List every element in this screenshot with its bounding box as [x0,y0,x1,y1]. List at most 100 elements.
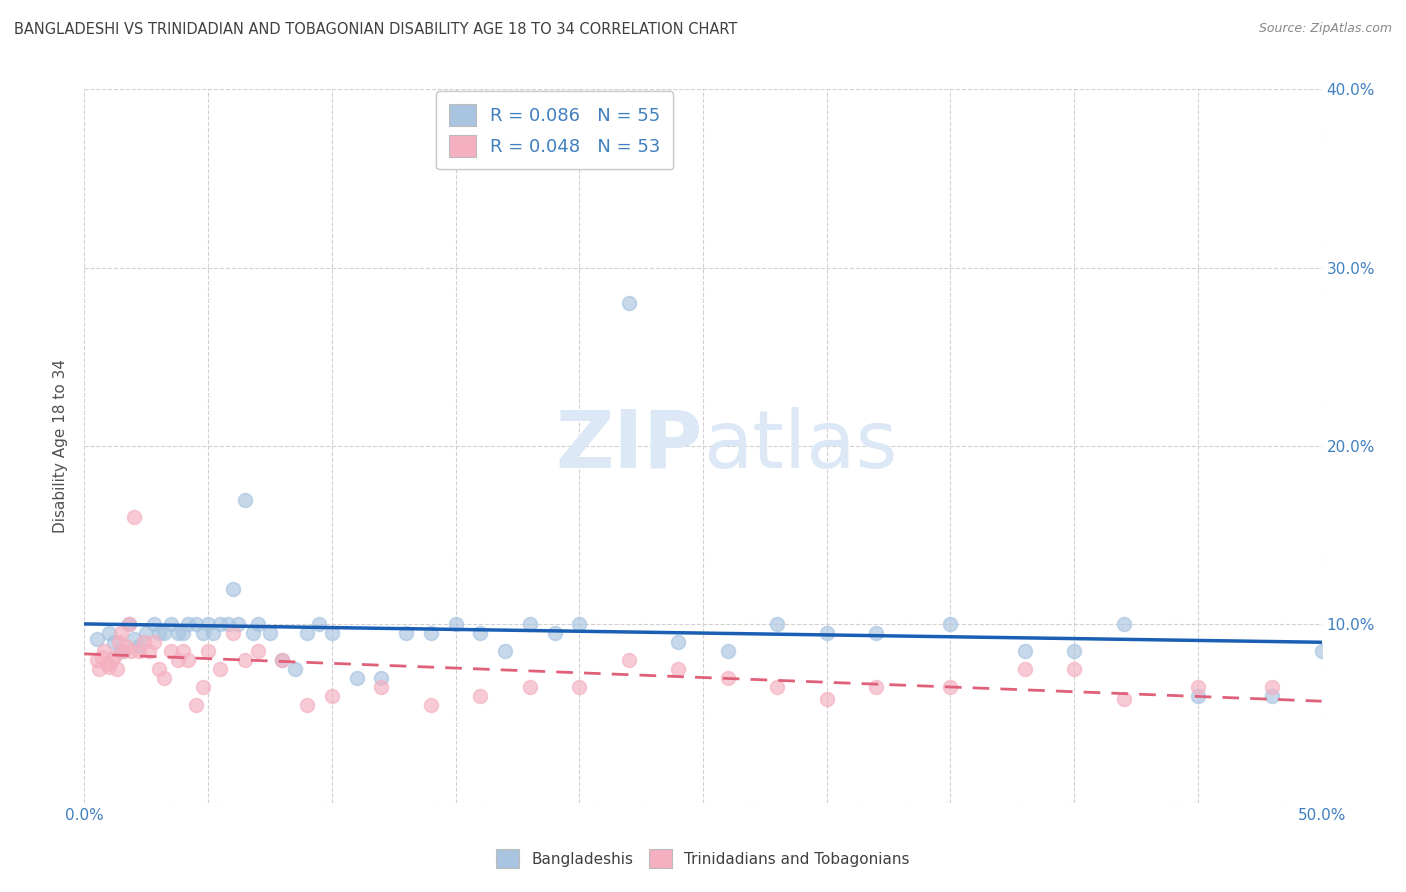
Point [184,617,207,632]
Point [766,617,789,632]
Point [494,644,516,658]
Point [115,639,138,653]
Point [128,639,150,653]
Point [160,617,183,632]
Point [120,644,142,658]
Point [865,680,887,694]
Point [1261,680,1284,694]
Point [815,692,838,706]
Point [1112,692,1135,706]
Point [444,617,467,632]
Point [108,635,131,649]
Point [717,644,740,658]
Point [110,626,132,640]
Point [246,644,269,658]
Point [271,653,294,667]
Point [172,626,194,640]
Text: atlas: atlas [703,407,897,485]
Point [766,680,789,694]
Point [815,626,838,640]
Point [90,649,112,664]
Point [346,671,368,685]
Point [470,689,492,703]
Point [209,662,232,676]
Point [543,626,565,640]
Text: Source: ZipAtlas.com: Source: ZipAtlas.com [1258,22,1392,36]
Point [222,582,245,596]
Point [177,617,200,632]
Point [617,296,640,310]
Point [1261,689,1284,703]
Point [135,626,157,640]
Point [122,510,145,524]
Point [197,644,219,658]
Point [568,680,591,694]
Point [191,680,214,694]
Point [209,617,232,632]
Point [865,626,887,640]
Point [1063,662,1085,676]
Point [138,644,160,658]
Point [98,626,121,640]
Point [172,644,194,658]
Point [122,632,145,646]
Point [148,662,170,676]
Point [259,626,281,640]
Point [226,617,249,632]
Point [167,626,190,640]
Point [112,644,135,658]
Point [370,680,392,694]
Text: ZIP: ZIP [555,407,703,485]
Point [246,617,269,632]
Point [419,626,441,640]
Point [717,671,740,685]
Point [86,653,108,667]
Point [242,626,264,640]
Point [118,617,141,632]
Point [128,644,150,658]
Point [1187,680,1209,694]
Point [568,617,591,632]
Point [184,698,207,712]
Y-axis label: Disability Age 18 to 34: Disability Age 18 to 34 [53,359,69,533]
Point [666,662,689,676]
Point [93,644,115,658]
Point [142,617,165,632]
Point [110,644,132,658]
Point [148,626,170,640]
Point [233,492,256,507]
Point [1187,689,1209,703]
Text: BANGLADESHI VS TRINIDADIAN AND TOBAGONIAN DISABILITY AGE 18 TO 34 CORRELATION CH: BANGLADESHI VS TRINIDADIAN AND TOBAGONIA… [14,22,737,37]
Point [197,617,219,632]
Point [233,653,256,667]
Point [142,635,165,649]
Point [100,653,122,667]
Point [202,626,225,640]
Point [160,644,183,658]
Point [370,671,392,685]
Point [103,635,125,649]
Point [666,635,689,649]
Legend: R = 0.086   N = 55, R = 0.048   N = 53: R = 0.086 N = 55, R = 0.048 N = 53 [436,91,673,169]
Point [222,626,245,640]
Point [617,653,640,667]
Point [98,660,121,674]
Point [89,662,111,676]
Point [295,626,318,640]
Point [96,657,118,671]
Point [271,653,294,667]
Point [419,698,441,712]
Point [177,653,200,667]
Point [191,626,214,640]
Point [308,617,330,632]
Point [167,653,190,667]
Point [118,617,141,632]
Point [103,649,125,664]
Point [217,617,239,632]
Legend: Bangladeshis, Trinidadians and Tobagonians: Bangladeshis, Trinidadians and Tobagonia… [489,841,917,875]
Point [152,671,174,685]
Point [86,632,108,646]
Point [939,680,962,694]
Point [470,626,492,640]
Point [1063,644,1085,658]
